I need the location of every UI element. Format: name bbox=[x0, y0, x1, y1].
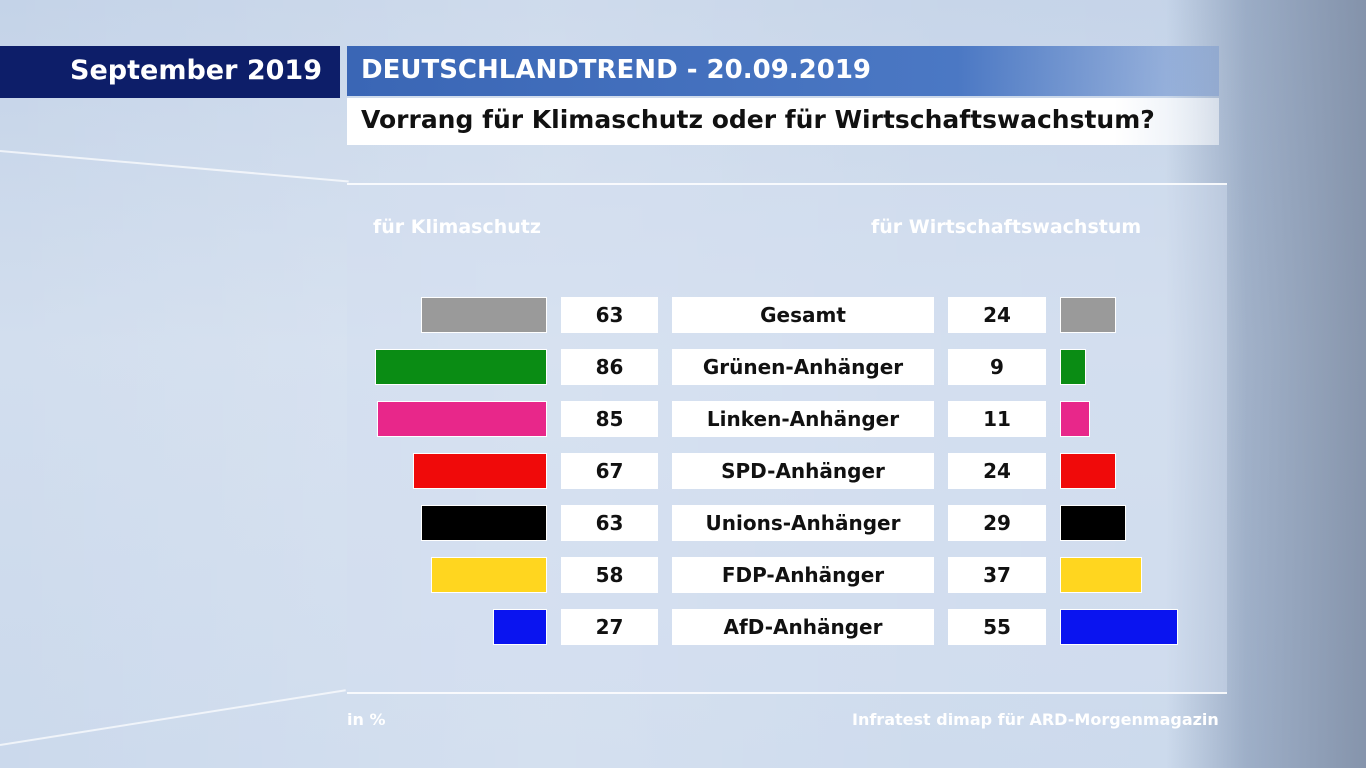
value-label-klimaschutz: 58 bbox=[561, 557, 658, 593]
category-label: FDP-Anhänger bbox=[672, 557, 934, 593]
category-label: Gesamt bbox=[672, 297, 934, 333]
question-banner: Vorrang für Klimaschutz oder für Wirtsch… bbox=[347, 98, 1219, 145]
category-label: Unions-Anhänger bbox=[672, 505, 934, 541]
source-note: Infratest dimap für ARD-Morgenmagazin bbox=[852, 710, 1219, 729]
value-label-wirtschaftswachstum: 37 bbox=[948, 557, 1046, 593]
bar-klimaschutz bbox=[375, 349, 547, 385]
month-banner: September 2019 bbox=[0, 46, 340, 98]
series-title: DEUTSCHLANDTREND - 20.09.2019 bbox=[361, 55, 872, 85]
value-label-klimaschutz: 63 bbox=[561, 505, 658, 541]
category-label: AfD-Anhänger bbox=[672, 609, 934, 645]
value-label-klimaschutz: 85 bbox=[561, 401, 658, 437]
value-label-wirtschaftswachstum: 24 bbox=[948, 453, 1046, 489]
value-label-wirtschaftswachstum: 29 bbox=[948, 505, 1046, 541]
category-label: Linken-Anhänger bbox=[672, 401, 934, 437]
chart-title: Vorrang für Klimaschutz oder für Wirtsch… bbox=[361, 105, 1155, 134]
bar-wirtschaftswachstum bbox=[1060, 401, 1090, 437]
bar-klimaschutz bbox=[421, 505, 547, 541]
value-label-wirtschaftswachstum: 11 bbox=[948, 401, 1046, 437]
right-column-heading: für Wirtschaftswachstum bbox=[871, 216, 1142, 238]
value-label-klimaschutz: 27 bbox=[561, 609, 658, 645]
bar-wirtschaftswachstum bbox=[1060, 297, 1116, 333]
value-label-wirtschaftswachstum: 9 bbox=[948, 349, 1046, 385]
value-label-klimaschutz: 67 bbox=[561, 453, 658, 489]
unit-note: in % bbox=[347, 710, 386, 729]
bar-klimaschutz bbox=[377, 401, 547, 437]
bar-wirtschaftswachstum bbox=[1060, 609, 1178, 645]
value-label-wirtschaftswachstum: 55 bbox=[948, 609, 1046, 645]
bar-wirtschaftswachstum bbox=[1060, 349, 1086, 385]
value-label-klimaschutz: 63 bbox=[561, 297, 658, 333]
bar-klimaschutz bbox=[421, 297, 547, 333]
bar-klimaschutz bbox=[431, 557, 547, 593]
category-label: SPD-Anhänger bbox=[672, 453, 934, 489]
chart-panel bbox=[347, 183, 1227, 694]
series-title-banner: DEUTSCHLANDTREND - 20.09.2019 bbox=[347, 46, 1219, 96]
bar-klimaschutz bbox=[413, 453, 547, 489]
left-column-heading: für Klimaschutz bbox=[373, 216, 541, 238]
value-label-klimaschutz: 86 bbox=[561, 349, 658, 385]
bar-klimaschutz bbox=[493, 609, 547, 645]
bar-wirtschaftswachstum bbox=[1060, 505, 1126, 541]
category-label: Grünen-Anhänger bbox=[672, 349, 934, 385]
bar-wirtschaftswachstum bbox=[1060, 557, 1142, 593]
month-label: September 2019 bbox=[70, 55, 322, 86]
value-label-wirtschaftswachstum: 24 bbox=[948, 297, 1046, 333]
bar-wirtschaftswachstum bbox=[1060, 453, 1116, 489]
